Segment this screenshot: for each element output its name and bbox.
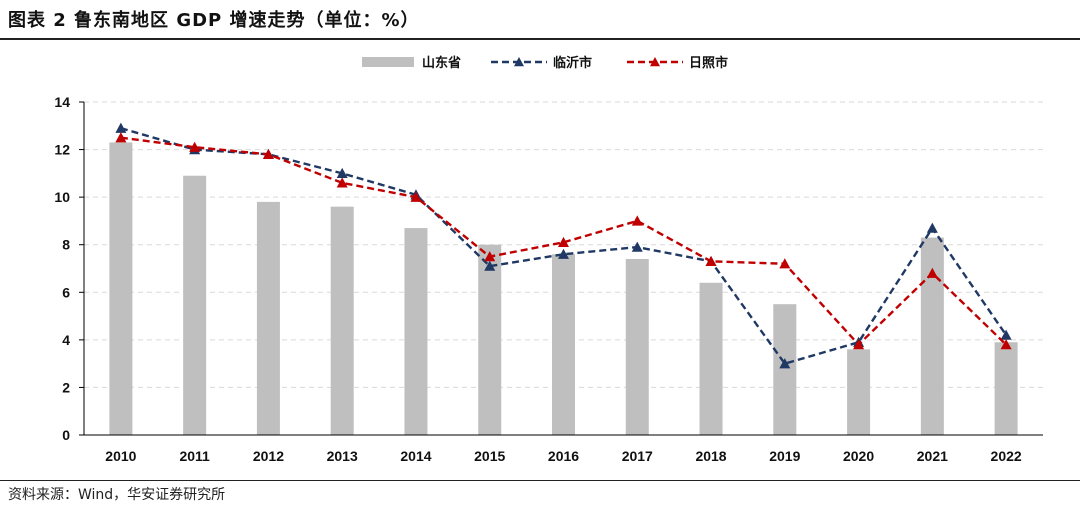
bar-2020 [847,349,871,435]
y-tick-labels: 0 2 4 6 8 10 12 14 [54,94,70,443]
x-tick-label: 2016 [548,448,579,464]
footer-rule [0,480,1080,481]
y-tick-label: 10 [54,189,70,205]
y-tick-label: 14 [54,94,70,110]
marker-临沂市-2019 [779,358,791,369]
bar-2014 [404,228,428,435]
y-tick-label: 8 [62,237,70,253]
legend-label-临沂市: 临沂市 [553,55,592,71]
x-tick-label: 2011 [179,448,210,464]
bar-series-shandong [109,142,1018,435]
marker-日照市-2018 [705,255,717,267]
x-tick-label: 2010 [105,448,136,464]
bar-2016 [552,254,575,435]
y-tick-label: 2 [62,379,70,395]
legend: 山东省 临沂市 日照市 [362,55,728,71]
y-tick-label: 12 [54,142,70,158]
marker-日照市-2012 [262,148,274,160]
y-tick-label: 4 [62,332,70,348]
bar-2018 [699,282,723,435]
x-tick-label: 2018 [695,448,726,464]
marker-日照市-2020 [853,339,865,350]
x-tick-label: 2013 [327,448,358,464]
bar-2015 [478,244,502,435]
x-tick-label: 2019 [769,448,800,464]
bar-2017 [625,258,649,435]
marker-日照市-2015 [484,251,496,262]
x-tick-label: 2022 [991,448,1022,464]
marker-临沂市-2017 [631,241,643,252]
bar-2012 [256,201,280,435]
marker-日照市-2021 [926,267,938,278]
x-tick-label: 2015 [474,448,505,464]
x-tick-labels: 2010 2011 2012 2013 2014 2015 2016 2017 2018 2019… [105,448,1022,464]
marker-日照市-2011 [189,141,201,152]
marker-临沂市-2015 [484,260,496,271]
bar-2011 [183,175,207,435]
marker-临沂市-2021 [926,222,938,233]
marker-临沂市-2010 [115,122,127,133]
x-tick-label: 2020 [843,448,874,464]
bar-2021 [920,237,944,435]
line-series [115,122,1012,369]
marker-日照市-2010 [115,132,127,143]
legend-label-山东省: 山东省 [422,55,461,71]
chart-title: 图表 2 鲁东南地区 GDP 增速走势（单位：%） [8,10,420,31]
x-tick-label: 2012 [253,448,284,464]
x-tick-label: 2017 [622,448,653,464]
marker-临沂市-2016 [558,248,569,259]
marker-日照市-2014 [410,191,422,202]
y-tick-label: 6 [62,284,70,300]
source-note: 资料来源：Wind，华安证券研究所 [8,487,226,503]
legend-swatch-山东省 [362,57,414,67]
bar-2019 [773,304,797,435]
bar-2022 [994,342,1018,435]
marker-日照市-2016 [558,236,569,248]
marker-日照市-2019 [779,258,791,269]
marker-日照市-2017 [631,215,643,226]
title-rule [0,38,1080,40]
x-tick-label: 2014 [400,448,431,464]
axes [79,101,1043,436]
marker-日照市-2013 [336,177,348,188]
legend-marker-临沂市 [514,57,524,67]
legend-marker-日照市 [650,57,660,67]
marker-临沂市-2013 [336,167,348,179]
marker-临沂市-2022 [1000,329,1012,340]
bar-2010 [109,142,133,435]
bar-2013 [330,206,354,435]
legend-label-日照市: 日照市 [689,55,728,71]
x-tick-label: 2021 [917,448,948,464]
marker-日照市-2022 [1000,339,1012,350]
y-tick-label: 0 [62,427,70,443]
